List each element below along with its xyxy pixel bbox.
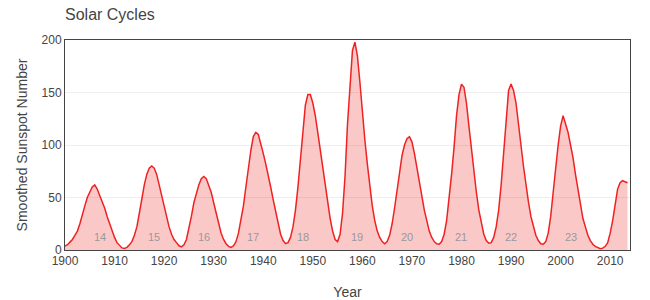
svg-text:1920: 1920 [151,254,178,268]
svg-text:Year: Year [333,284,362,300]
svg-text:20: 20 [401,231,413,243]
svg-text:1910: 1910 [101,254,128,268]
svg-text:16: 16 [198,231,210,243]
svg-text:2000: 2000 [547,254,574,268]
svg-text:23: 23 [565,231,577,243]
svg-text:2010: 2010 [597,254,624,268]
svg-text:Solar Cycles: Solar Cycles [65,6,155,23]
svg-text:1930: 1930 [200,254,227,268]
svg-text:0: 0 [55,243,62,257]
svg-text:50: 50 [48,191,62,205]
svg-text:100: 100 [42,138,62,152]
svg-text:Smoothed Sunspot Number: Smoothed Sunspot Number [14,58,30,231]
svg-text:150: 150 [42,86,62,100]
svg-text:1990: 1990 [498,254,525,268]
svg-text:1980: 1980 [448,254,475,268]
svg-text:200: 200 [42,33,62,47]
svg-text:18: 18 [297,231,309,243]
svg-text:1940: 1940 [250,254,277,268]
svg-text:19: 19 [351,231,363,243]
svg-text:1960: 1960 [349,254,376,268]
svg-text:1900: 1900 [52,254,79,268]
svg-text:1950: 1950 [299,254,326,268]
svg-text:14: 14 [94,231,106,243]
svg-text:15: 15 [148,231,160,243]
svg-text:21: 21 [455,231,467,243]
svg-text:17: 17 [247,231,259,243]
svg-text:22: 22 [505,231,517,243]
svg-text:1970: 1970 [399,254,426,268]
